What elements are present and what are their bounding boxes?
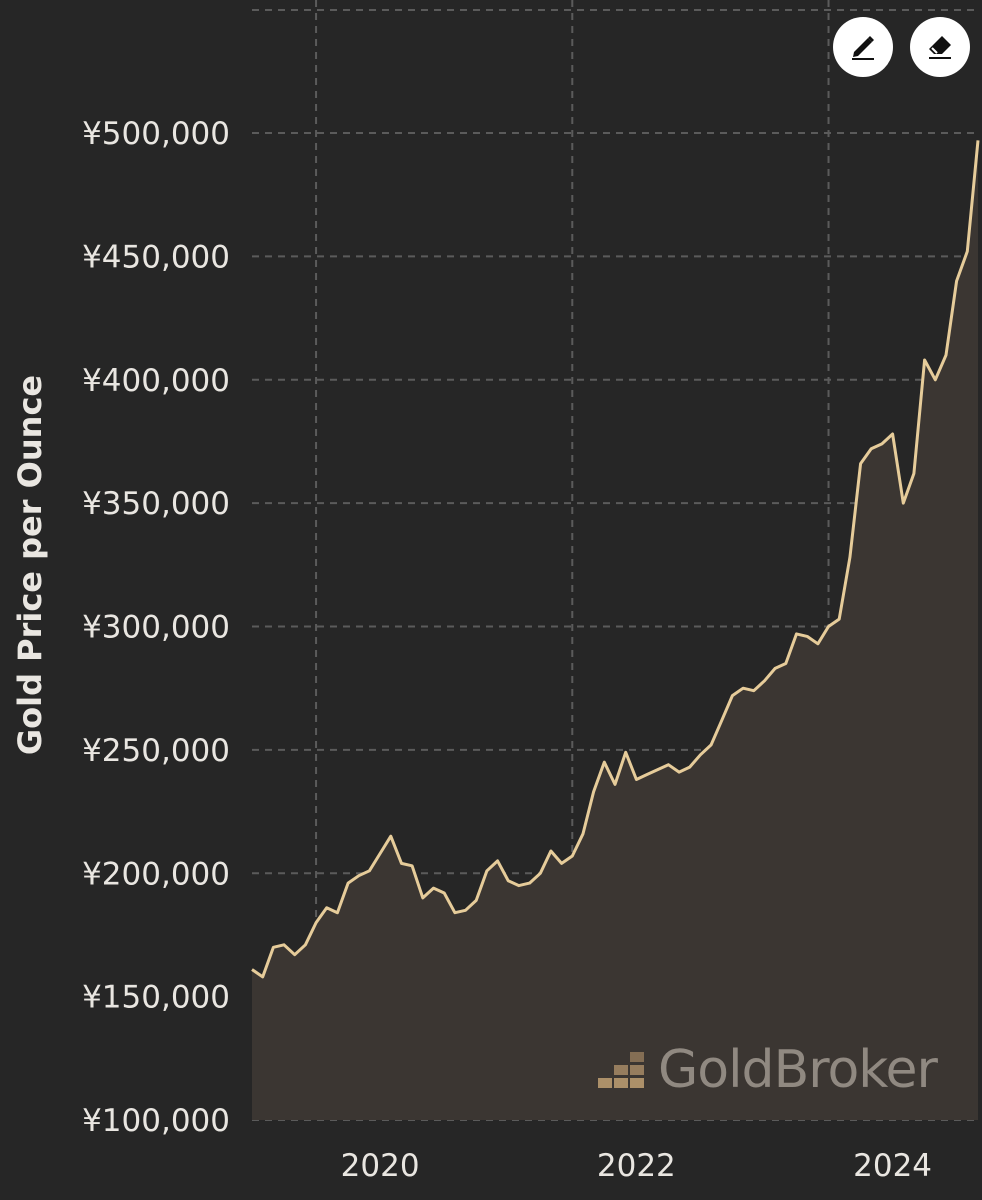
- price-line: [251, 140, 980, 979]
- draw-button[interactable]: [833, 17, 893, 77]
- y-tick-label: ¥400,000: [82, 363, 230, 399]
- y-tick-label: ¥500,000: [82, 116, 230, 152]
- y-tick-label: ¥450,000: [82, 239, 230, 275]
- eraser-icon: [923, 28, 957, 66]
- y-tick-label: ¥100,000: [82, 1103, 230, 1139]
- x-tick-label: 2020: [341, 1148, 420, 1184]
- erase-button[interactable]: [910, 17, 970, 77]
- y-tick-label: ¥250,000: [82, 733, 230, 769]
- watermark-text: GoldBroker: [658, 1040, 938, 1100]
- y-axis-title: Gold Price per Ounce: [11, 374, 49, 756]
- price-area-fill: [252, 140, 978, 1120]
- goldbroker-watermark: GoldBroker: [596, 1040, 938, 1100]
- x-tick-label: 2024: [853, 1148, 932, 1184]
- y-tick-label: ¥350,000: [82, 486, 230, 522]
- x-tick-label: 2022: [597, 1148, 676, 1184]
- pencil-icon: [846, 28, 880, 66]
- y-axis-ticks: ¥100,000 ¥150,000 ¥200,000 ¥250,000 ¥300,000…: [82, 116, 230, 1139]
- gold-bars-logo-icon: [596, 1046, 650, 1094]
- x-axis-ticks: 2020 2022 2024: [341, 1148, 932, 1184]
- y-tick-label: ¥300,000: [82, 610, 230, 646]
- y-tick-label: ¥150,000: [82, 980, 230, 1016]
- y-tick-label: ¥200,000: [82, 856, 230, 892]
